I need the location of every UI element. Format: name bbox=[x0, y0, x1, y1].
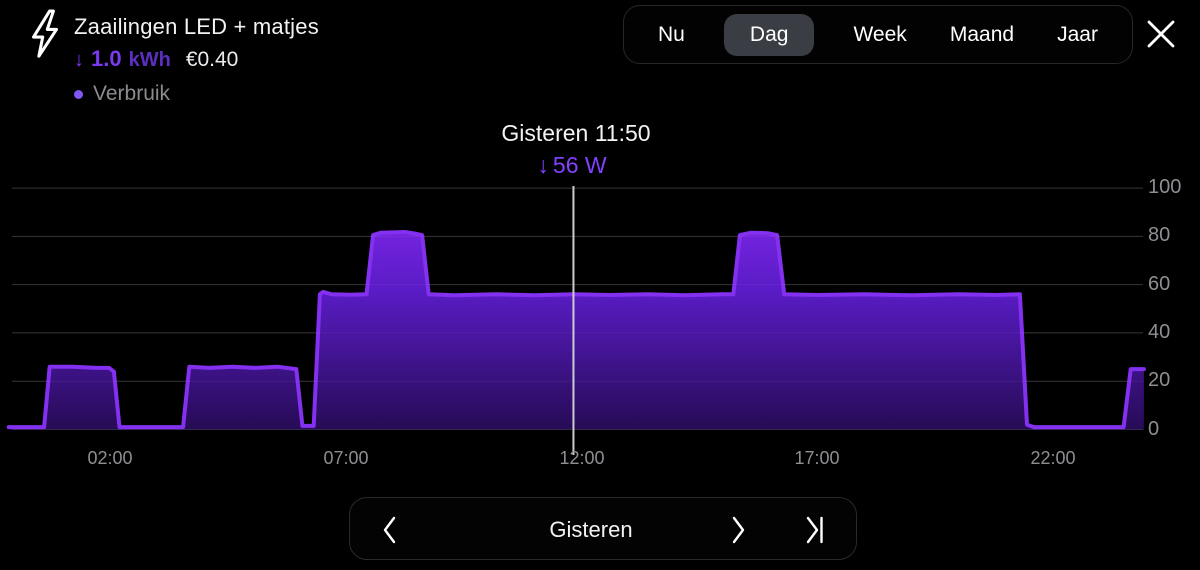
tab-maand[interactable]: Maand bbox=[949, 22, 1015, 46]
tab-jaar[interactable]: Jaar bbox=[1057, 22, 1098, 46]
chart-legend: Verbruik bbox=[74, 82, 170, 106]
close-button[interactable] bbox=[1138, 11, 1184, 57]
energy-total-unit: kWh bbox=[128, 49, 171, 71]
tooltip-arrow-icon: ↓ bbox=[537, 152, 549, 178]
tab-week[interactable]: Week bbox=[853, 22, 907, 46]
x-tick-0200: 02:00 bbox=[87, 448, 133, 468]
tooltip-power: ↓ 56 W bbox=[426, 152, 718, 179]
time-range-tabs: Nu Dag Week Maand Jaar bbox=[623, 5, 1133, 64]
next-day-button[interactable] bbox=[716, 498, 760, 561]
x-tick-0700: 07:00 bbox=[323, 448, 369, 468]
tab-dag[interactable]: Dag bbox=[723, 13, 815, 56]
y-tick-0: 0 bbox=[1148, 417, 1160, 440]
tab-nu[interactable]: Nu bbox=[658, 22, 685, 46]
current-period-label: Gisteren bbox=[549, 516, 633, 542]
y-tick-100: 100 bbox=[1148, 176, 1182, 198]
energy-summary: ↓ 1.0 kWh €0.40 bbox=[74, 46, 238, 72]
x-tick-1700: 17:00 bbox=[794, 448, 840, 468]
consumption-line bbox=[6, 230, 1146, 430]
energy-cost: €0.40 bbox=[185, 48, 239, 71]
y-tick-80: 80 bbox=[1148, 224, 1171, 246]
chevron-right-bar-icon bbox=[806, 516, 823, 543]
chevron-right-icon bbox=[732, 516, 745, 543]
skip-to-latest-button[interactable] bbox=[793, 498, 837, 561]
lightning-bolt-icon bbox=[32, 9, 58, 58]
close-icon bbox=[1147, 20, 1175, 48]
tooltip-power-value: 56 W bbox=[552, 152, 607, 178]
chevron-left-icon bbox=[383, 516, 396, 543]
x-tick-1200: 12:00 bbox=[559, 448, 605, 468]
date-navigation-bar: Gisteren bbox=[349, 497, 857, 560]
x-tick-2200: 22:00 bbox=[1030, 448, 1076, 468]
y-tick-20: 20 bbox=[1148, 369, 1171, 391]
y-tick-60: 60 bbox=[1148, 272, 1171, 295]
tooltip-time: Gisteren 11:50 bbox=[501, 120, 651, 146]
legend-label: Verbruik bbox=[93, 82, 171, 105]
entity-title: Zaailingen LED + matjes bbox=[74, 14, 319, 39]
consumption-arrow-icon: ↓ bbox=[74, 49, 84, 71]
y-tick-40: 40 bbox=[1148, 321, 1171, 343]
energy-total-value: 1.0 bbox=[91, 46, 122, 71]
legend-dot-icon bbox=[74, 89, 83, 99]
consumption-area-fill bbox=[8, 232, 1144, 430]
previous-day-button[interactable] bbox=[368, 498, 412, 561]
